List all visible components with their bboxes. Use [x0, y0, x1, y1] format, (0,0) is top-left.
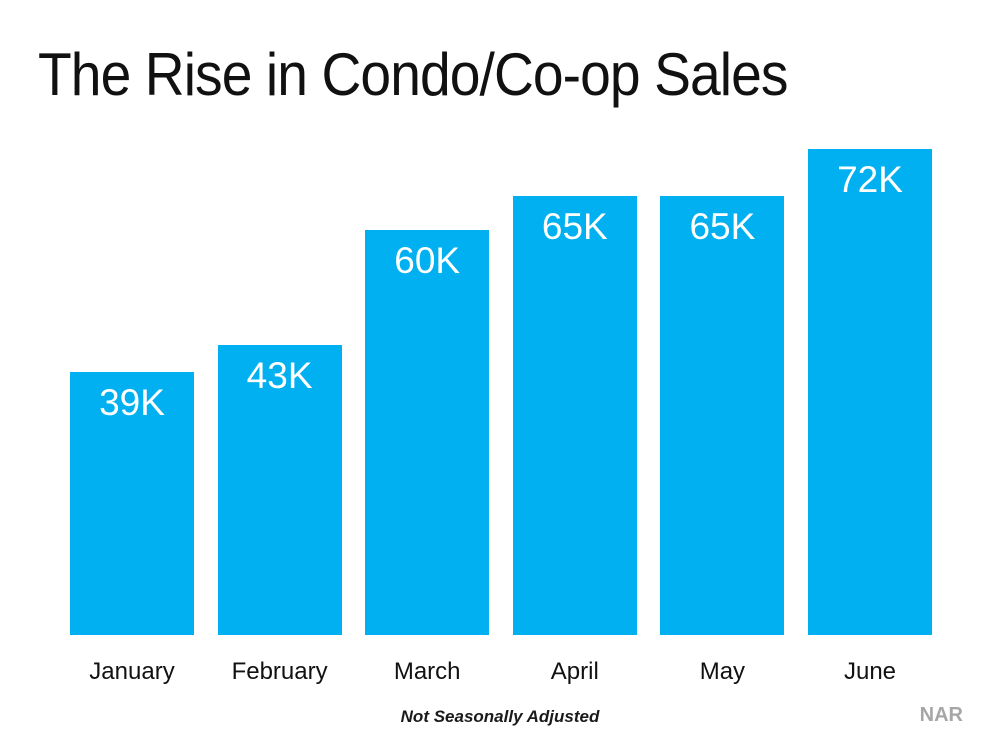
bar-value-label: 43K — [246, 355, 313, 396]
bar-value-label: 72K — [837, 159, 903, 200]
chart-title: The Rise in Condo/Co-op Sales — [38, 41, 789, 108]
bar-april: 65K — [512, 196, 637, 635]
bar-may: 65K — [660, 196, 785, 635]
bar-january: 39K — [70, 372, 194, 635]
bar-june: 72K — [808, 149, 932, 635]
bar-value-label: 65K — [689, 206, 756, 247]
x-axis-label-may: May — [699, 658, 746, 685]
x-axis-label-june: June — [843, 658, 897, 685]
x-axis-label-april: April — [550, 658, 599, 685]
footnote: Not Seasonally Adjusted — [400, 707, 600, 726]
x-axis-label-february: February — [231, 658, 328, 685]
x-axis-label-march: March — [393, 658, 461, 685]
bar-february: 43K — [217, 345, 342, 635]
bar-value-label: 65K — [541, 206, 608, 247]
source-label: NAR — [919, 704, 963, 726]
bar-march: 60K — [365, 230, 490, 635]
bar-value-label: 39K — [99, 382, 165, 423]
x-axis-label-january: January — [89, 658, 175, 685]
bar-value-label: 60K — [394, 240, 461, 281]
